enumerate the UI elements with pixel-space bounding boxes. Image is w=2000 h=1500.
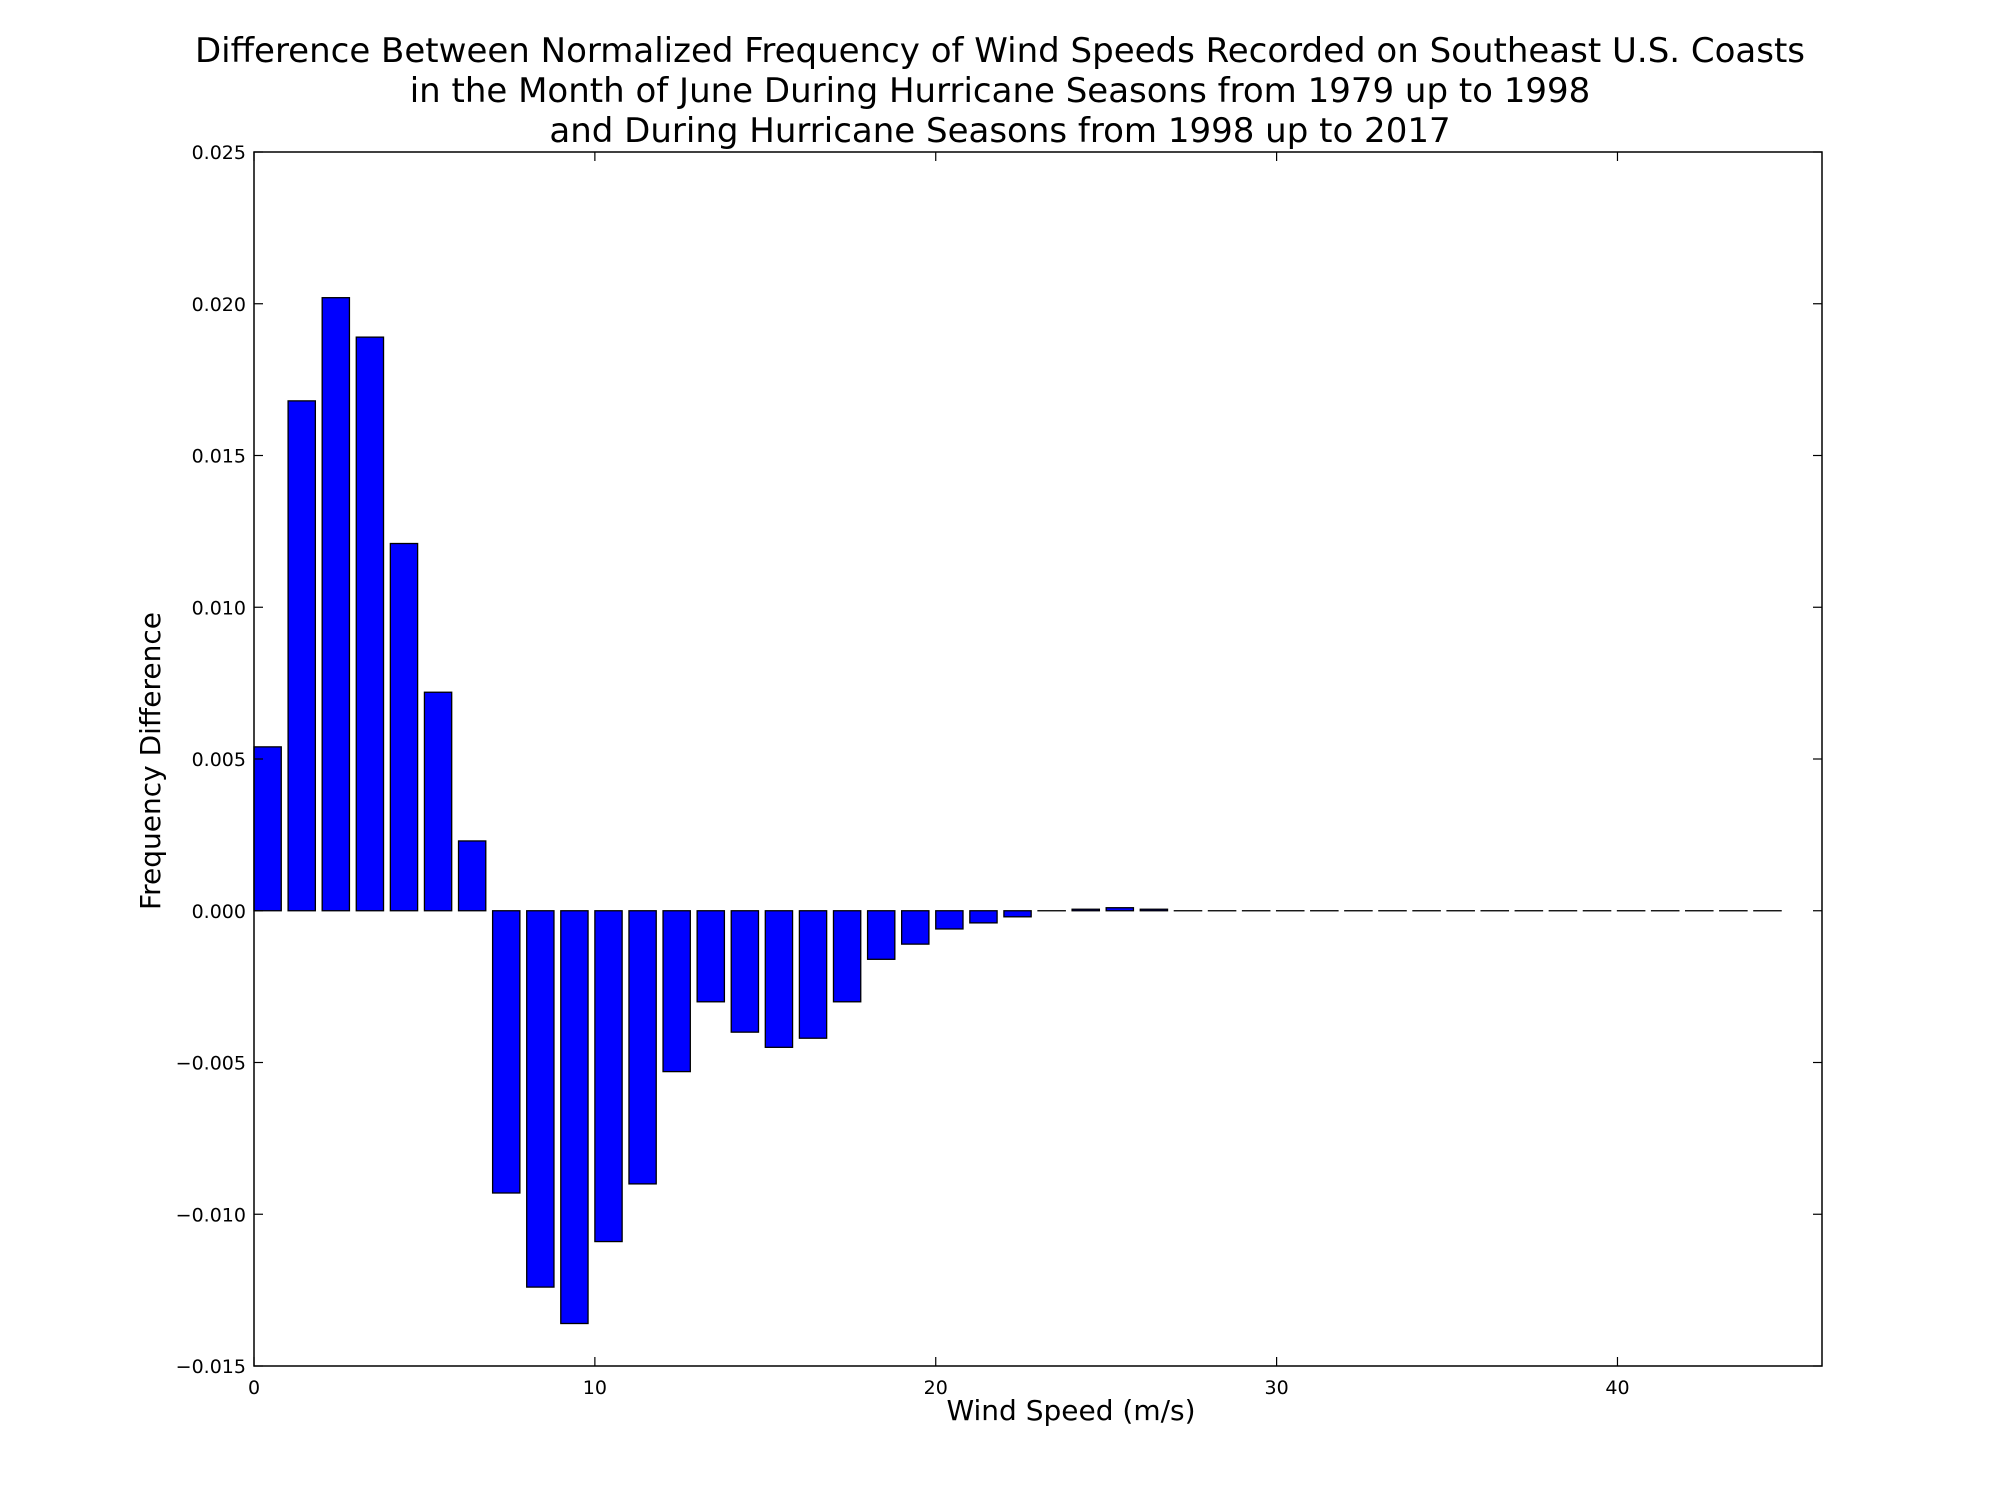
axis-ticks [253,151,1822,1367]
bar-13 [696,910,726,1003]
y-tick-label: 0.020 [192,294,246,316]
bar-21 [969,910,998,924]
bar-4 [389,542,419,912]
y-tick-label: 0.000 [192,901,246,923]
y-tick-label: 0.025 [192,142,246,164]
x-axis-label: Wind Speed (m/s) [946,1394,1195,1427]
bar-6 [457,840,487,912]
bar-17 [832,910,862,1003]
y-tick-label: −0.015 [176,1356,246,1378]
bar-25 [1105,907,1135,912]
y-tick-labels: −0.015 −0.010 −0.005 0.000 0.005 0.010 0.015 0.… [176,142,246,1378]
y-tick-label: 0.015 [192,446,246,468]
bar-22 [1003,910,1032,918]
bar-7 [491,910,521,1194]
chart-title-line-2: in the Month of June During Hurricane Se… [410,71,1591,111]
bar-26 [1139,908,1169,912]
bar-5 [423,691,453,912]
x-tick-labels: 0 10 20 30 40 [248,1377,1630,1399]
bar-9 [560,910,589,1325]
bar-11 [628,910,657,1185]
bar-1 [287,400,317,912]
bar-0 [253,746,282,912]
bar-20 [935,910,964,930]
y-axis-label: Frequency Difference [134,612,167,910]
chart-title: Difference Between Normalized Frequency … [195,31,1805,151]
y-tick-label: −0.005 [176,1053,246,1075]
chart-title-line-1: Difference Between Normalized Frequency … [195,31,1805,71]
bar-14 [730,910,760,1033]
bar-15 [764,910,794,1048]
y-tick-label: −0.010 [176,1204,246,1226]
x-tick-label: 40 [1605,1377,1629,1399]
bar-12 [662,910,691,1073]
bar-8 [526,910,555,1288]
x-tick-label: 20 [924,1377,948,1399]
bar-19 [901,910,930,945]
x-tick-label: 10 [583,1377,607,1399]
plot-frame [253,151,1823,1367]
bar-18 [866,910,896,960]
x-tick-label: 0 [248,1377,260,1399]
bar-2 [321,297,351,912]
bars [253,297,1782,1325]
bar-10 [594,910,623,1243]
bar-16 [798,910,828,1039]
bar-3 [355,336,385,912]
x-tick-label: 30 [1265,1377,1289,1399]
y-tick-label: 0.005 [192,749,246,771]
bar-24 [1071,908,1101,912]
y-tick-label: 0.010 [192,597,246,619]
chart-title-line-3: and During Hurricane Seasons from 1998 u… [549,111,1450,151]
